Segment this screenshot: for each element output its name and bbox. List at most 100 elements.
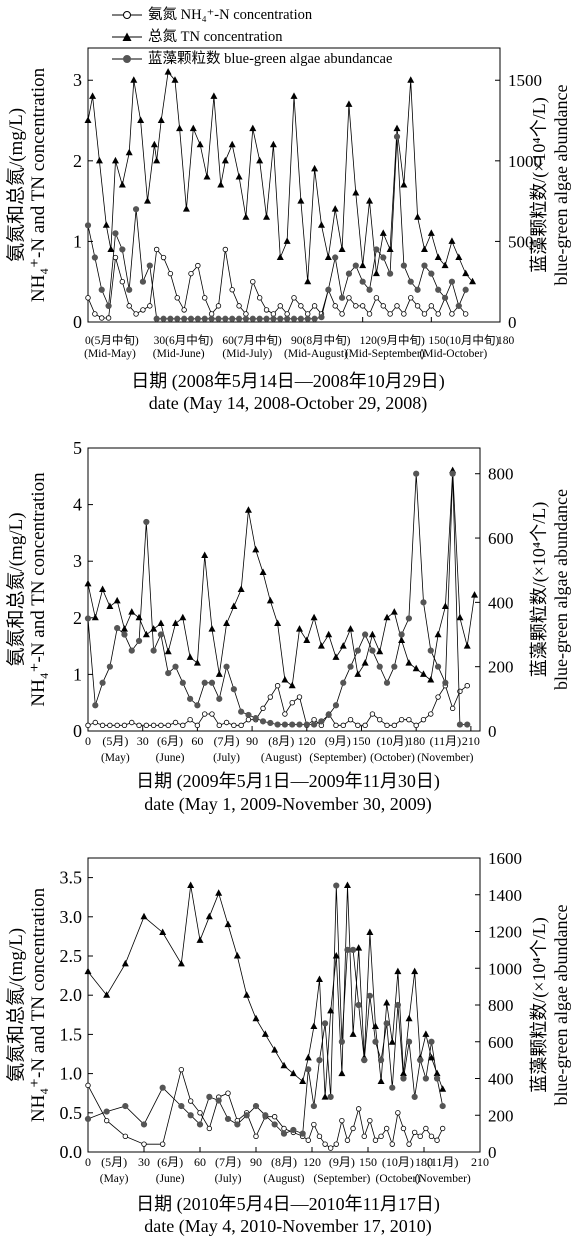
chart1-tn-point [379, 229, 387, 236]
chart1-nh4-point [270, 311, 277, 317]
chart1-algae-point [290, 315, 298, 322]
chart3-tn-point [205, 912, 213, 920]
chart3-tn-point [439, 1085, 447, 1092]
chart1-algae-point [146, 262, 153, 269]
chart1-tn-point [414, 213, 422, 220]
chart3-algae-point [338, 1038, 345, 1045]
chart2-tn-point [303, 636, 311, 643]
chart3-algae-point [366, 992, 373, 999]
chart3-tn-point [383, 999, 391, 1006]
chart1-nh4-point [305, 311, 311, 317]
chart3-algae-point [433, 1075, 441, 1082]
chart1-nh4-point [263, 307, 270, 313]
chart3-algae-point [349, 946, 357, 953]
chart2-algae-point [427, 647, 434, 654]
chart1-tn-point [203, 172, 211, 180]
chart3-nh4-point [281, 1125, 287, 1132]
legend-nh4-marker [112, 11, 142, 19]
chart1-nh4-point [126, 303, 132, 309]
chart2-tn-point [405, 659, 413, 666]
chart1-tn-point [386, 245, 394, 252]
chart3-algae-point [389, 1084, 396, 1091]
chart2-tn-point [354, 670, 362, 677]
chart2-tn-point [361, 659, 369, 666]
chart1-algae-point [352, 262, 359, 269]
chart1-nh4-point [462, 311, 469, 317]
chart1-algae-point [304, 315, 311, 322]
chart2-tn-point [252, 545, 260, 553]
caption-2010-en: date (May 4, 2010-November 17, 2010) [144, 1216, 432, 1236]
chart2-algae-point [434, 663, 442, 670]
chart2-algae-point [405, 615, 412, 622]
chart1-nh4-point [284, 311, 290, 317]
chart3-nh4-point [253, 1133, 259, 1140]
chart3-algae-point [84, 1115, 92, 1123]
chart3-nh4-point [372, 1137, 379, 1143]
legend-algae-label: 蓝藻颗粒数 blue-green algae abundancae [148, 51, 393, 67]
chart3-nh4-point [339, 1117, 345, 1124]
chart2-left-ylabel-en: NH₄⁺-N and TN concentration [28, 472, 49, 707]
chart2-nh4-point [158, 722, 164, 729]
chart1-algae-point [373, 246, 380, 253]
chart2-algae-point [92, 702, 99, 709]
chart2-tn-point [208, 625, 216, 632]
chart2-y2tick-label: 200 [488, 658, 514, 677]
legend-nh4-label: 氨氮 NH₄⁺-N concentration [148, 7, 313, 23]
chart3-algae-point [271, 1121, 278, 1128]
chart2-nh4-point [282, 711, 288, 717]
chart2-algae-point [187, 695, 194, 702]
chart3-algae-point [400, 1075, 407, 1082]
caption-2010-cn: 日期 (2010年5月4日—2010年11月17日) [136, 1194, 440, 1214]
chart3-tn-point [422, 1030, 430, 1037]
chart1-y2tick-label: 1000 [508, 152, 542, 171]
chart1-series-line-tn [87, 71, 473, 282]
chart1-algae-point [256, 315, 263, 322]
chart3-month-sublabel: (September) [313, 1173, 370, 1185]
chart1-tn-point [164, 68, 172, 75]
chart2-algae-point [252, 715, 259, 722]
legend-algae: 蓝藻颗粒数 blue-green algae abundancae [112, 48, 392, 70]
chart2-tn-point [434, 630, 442, 638]
chart2-tn-point [463, 642, 471, 649]
chart3-tn-point [121, 959, 129, 967]
chart3-tn-point [159, 928, 167, 935]
chart1-nh4-point [153, 246, 160, 253]
chart2-nh4-point [238, 722, 244, 729]
chart1-nh4-point [428, 303, 435, 309]
chart1-tn-point [372, 269, 380, 277]
chart3-xtick-label: 210 [471, 1155, 489, 1169]
chart1-xtick-label: 180 [497, 335, 515, 347]
chart3-nh4-point [225, 1090, 231, 1096]
chart1-nh4-point [380, 303, 386, 309]
chart2-month-label: (11月) [430, 734, 462, 748]
chart2-nh4-point [435, 694, 441, 700]
chart2-tn-point [427, 676, 435, 683]
chart3-month-label: (6月) [157, 1155, 183, 1169]
chart2-nh4-point [260, 705, 266, 712]
legend-tn-marker [112, 32, 142, 41]
chart2-nh4-point [428, 711, 434, 717]
chart3-algae-point [344, 946, 351, 953]
legend-nh4: 氨氮 NH₄⁺-N concentration [112, 4, 392, 26]
chart1-algae-point [359, 278, 366, 285]
chart1-algae-point [215, 315, 222, 322]
chart1-tn-point [157, 116, 165, 124]
chart2-algae-point [332, 702, 340, 709]
chart1-tn-point [137, 116, 145, 124]
chart1-nh4-point [202, 295, 208, 301]
chart1-xtick-label: 120(9月中旬) [360, 334, 425, 347]
chart2-series-line-tn [87, 470, 475, 687]
chart1-tn-point [400, 181, 408, 188]
chart1-tn-point [144, 197, 152, 204]
chart3-month-sublabel: (May) [100, 1173, 129, 1185]
chart3-series-line-nh4-n [87, 1068, 444, 1149]
chart1-tn-point [290, 92, 298, 99]
chart2-month-sublabel: (September) [309, 752, 366, 764]
chart3-nh4-point [322, 1141, 328, 1147]
chart3-xtick-label: 150 [359, 1155, 377, 1169]
chart3-left-ylabel-en: NH₄⁺-N and TN concentration [28, 887, 49, 1122]
chart2-nh4-point [369, 711, 376, 717]
chart3-algae-point [159, 1084, 166, 1091]
chart2-nh4-point [449, 705, 456, 712]
chart3-algae-point [224, 1115, 232, 1123]
